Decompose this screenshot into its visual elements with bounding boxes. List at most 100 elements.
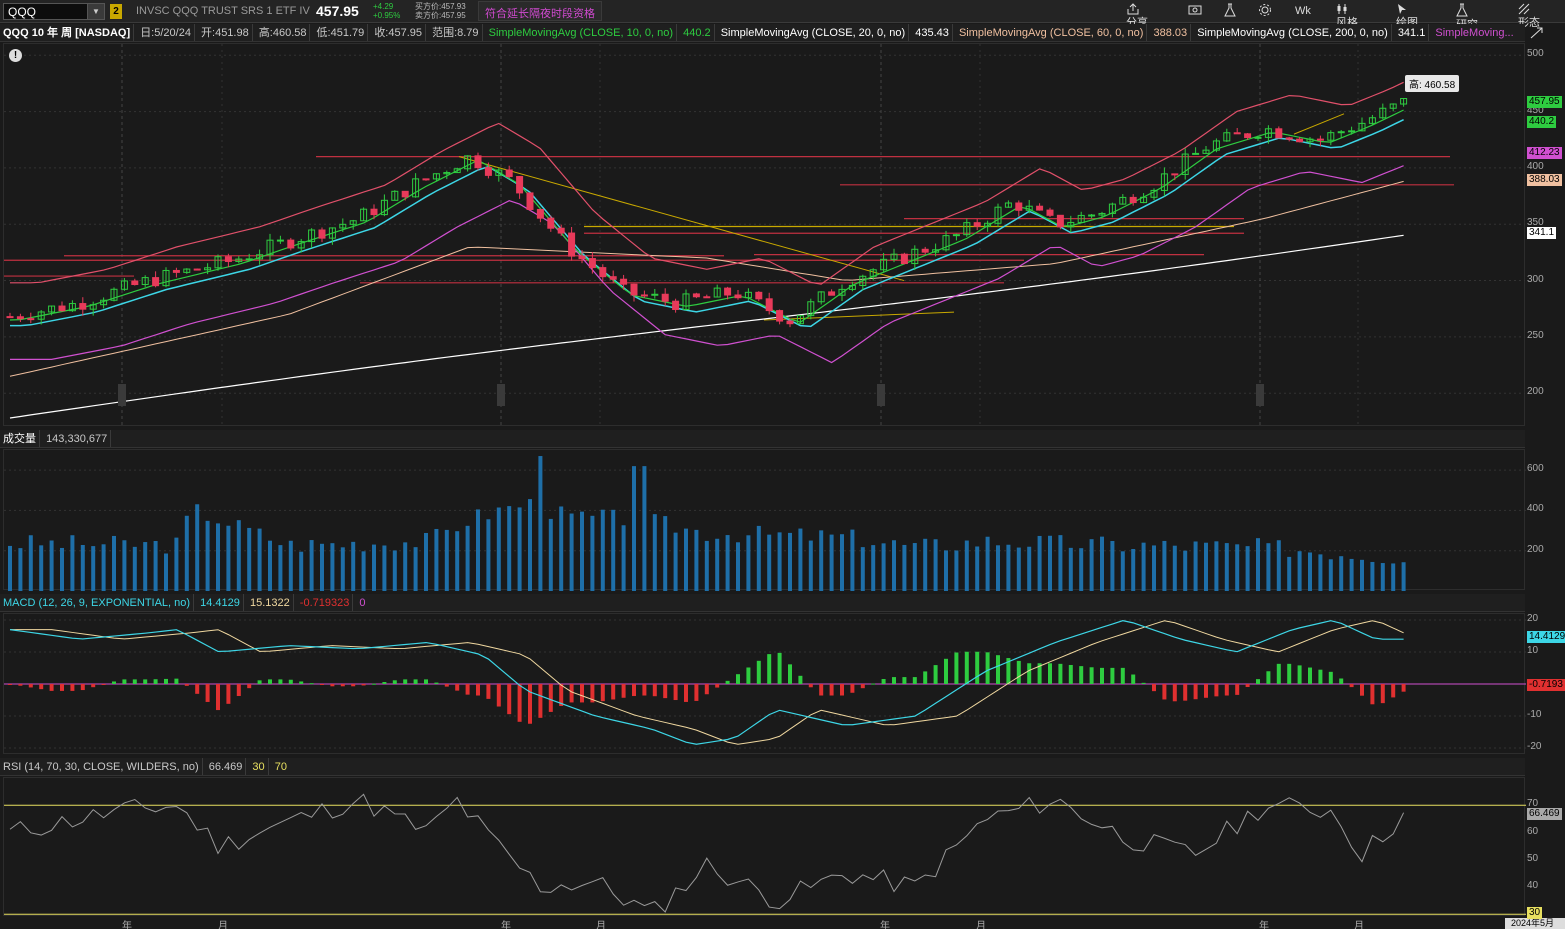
candle-body bbox=[1150, 189, 1158, 198]
macd-histogram-bar bbox=[1172, 684, 1177, 702]
candle-body bbox=[453, 168, 461, 174]
volume-bar bbox=[247, 527, 252, 591]
sma200-value: 341.1 bbox=[1395, 24, 1430, 41]
camera-icon bbox=[1188, 3, 1202, 15]
sma200-label[interactable]: SimpleMovingAvg (CLOSE, 200, 0, no) bbox=[1194, 24, 1392, 41]
macd-histogram-bar bbox=[122, 679, 127, 684]
volume-bar bbox=[18, 548, 23, 591]
volume-label[interactable]: 成交量 bbox=[0, 430, 40, 447]
macd-pane[interactable] bbox=[3, 613, 1526, 754]
candle-body bbox=[973, 222, 981, 227]
macd-histogram-bar bbox=[195, 684, 200, 694]
volume-bar bbox=[569, 513, 574, 591]
macd-histogram-bar bbox=[1068, 664, 1073, 684]
volume-bar bbox=[309, 540, 314, 591]
volume-bar bbox=[954, 550, 959, 591]
rsi-oversold: 30 bbox=[249, 758, 269, 775]
style-button[interactable]: 风格 bbox=[1336, 3, 1358, 29]
macd-histogram-bar bbox=[247, 684, 252, 689]
candle-body bbox=[1327, 132, 1335, 141]
candle-body bbox=[1171, 173, 1179, 176]
macd-histogram-bar bbox=[132, 679, 137, 684]
time-axis-partial-label: 2024年5月 bbox=[1505, 918, 1565, 929]
macd-histogram-bar bbox=[39, 684, 44, 690]
macd-axis-tick: 10 bbox=[1527, 645, 1539, 656]
candle-body bbox=[349, 220, 357, 225]
volume-bar bbox=[320, 543, 324, 591]
price-axis-tick: 300 bbox=[1527, 273, 1544, 285]
sma20-label[interactable]: SimpleMovingAvg (CLOSE, 20, 0, no) bbox=[718, 24, 910, 41]
price-axis-tick: 450 bbox=[1527, 104, 1544, 116]
time-axis[interactable] bbox=[0, 916, 1565, 929]
candle-body bbox=[526, 192, 534, 210]
patterns-button[interactable]: 形态 bbox=[1518, 3, 1540, 29]
volume-bar bbox=[881, 543, 886, 591]
candle-body bbox=[443, 172, 451, 175]
macd-label[interactable]: MACD (12, 26, 9, EXPONENTIAL, no) bbox=[0, 594, 195, 611]
volume-bar bbox=[80, 544, 85, 591]
macd-histogram-bar bbox=[1328, 671, 1333, 684]
volume-bar bbox=[153, 541, 158, 591]
candle-body bbox=[152, 277, 160, 287]
rsi-pane[interactable] bbox=[3, 777, 1526, 916]
candle-body bbox=[1181, 153, 1189, 175]
share-button[interactable]: 分享 bbox=[1126, 3, 1148, 29]
macd-panel-header: MACD (12, 26, 9, EXPONENTIAL, no) 14.412… bbox=[0, 594, 1525, 612]
chart-title[interactable]: QQQ 10 年 周 [NASDAQ] bbox=[0, 24, 135, 41]
sma10-label[interactable]: SimpleMovingAvg (CLOSE, 10, 0, no) bbox=[486, 24, 678, 41]
candle-body bbox=[412, 178, 420, 198]
macd-histogram-bar bbox=[1193, 684, 1198, 700]
rsi-label[interactable]: RSI (14, 70, 30, CLOSE, WILDERS, no) bbox=[0, 758, 203, 775]
price-pane[interactable]: ! 高: 460.58 bbox=[3, 43, 1526, 427]
candle-body bbox=[287, 239, 295, 249]
high-callout: 高: 460.58 bbox=[1405, 75, 1460, 92]
alert-icon[interactable]: ! bbox=[9, 49, 22, 62]
candle-body bbox=[1285, 137, 1293, 140]
volume-pane[interactable] bbox=[3, 449, 1526, 591]
candle-body bbox=[1223, 132, 1231, 142]
macd-histogram-bar bbox=[28, 684, 33, 688]
extended-hours-badge[interactable]: 符合延长隔夜时段资格 bbox=[478, 1, 602, 21]
studies-button[interactable]: 研究 bbox=[1456, 3, 1478, 31]
cursor-icon bbox=[1396, 3, 1418, 15]
snapshot-button[interactable] bbox=[1188, 3, 1202, 20]
volume-bar bbox=[1089, 539, 1094, 591]
volume-bar bbox=[840, 534, 844, 591]
price-panel-header: QQQ 10 年 周 [NASDAQ] 日:5/20/24 开:451.98 高… bbox=[0, 24, 1525, 42]
macd-histogram-bar bbox=[996, 655, 1000, 684]
volume-bar bbox=[788, 532, 792, 591]
more-studies-label[interactable]: SimpleMoving... bbox=[1435, 27, 1514, 39]
macd-histogram-bar bbox=[18, 684, 23, 686]
settings-button[interactable] bbox=[1258, 3, 1272, 20]
candles-icon bbox=[1336, 3, 1358, 15]
macd-histogram-bar bbox=[704, 684, 709, 695]
volume-bar bbox=[923, 538, 928, 591]
candle-body bbox=[994, 206, 1002, 224]
macd-histogram-bar bbox=[569, 684, 574, 703]
price-axis-tick: 350 bbox=[1527, 217, 1544, 229]
flask-button[interactable] bbox=[1224, 3, 1236, 20]
candle-body bbox=[620, 278, 628, 285]
candle-body bbox=[516, 176, 524, 194]
candle-body bbox=[1379, 107, 1387, 119]
candle-body bbox=[48, 305, 56, 313]
drawings-button[interactable]: 绘图 bbox=[1396, 3, 1418, 29]
macd-histogram-bar bbox=[673, 684, 678, 701]
volume-bar bbox=[808, 540, 813, 591]
macd-line bbox=[9, 620, 1404, 745]
symbol-dropdown-button[interactable]: ▼ bbox=[87, 3, 105, 20]
flask-icon bbox=[1224, 3, 1236, 17]
time-axis-label: 月 bbox=[596, 921, 606, 929]
candle-body bbox=[1275, 128, 1283, 139]
candle-body bbox=[16, 316, 24, 320]
macd-histogram-bar bbox=[361, 684, 366, 686]
expand-icon[interactable] bbox=[1530, 27, 1544, 39]
macd-histogram-bar bbox=[1245, 684, 1250, 688]
sma60-label[interactable]: SimpleMovingAvg (CLOSE, 60, 0, no) bbox=[956, 24, 1148, 41]
link-group-badge[interactable]: 2 bbox=[110, 4, 122, 19]
symbol-input[interactable]: QQQ bbox=[3, 3, 105, 20]
candle-body bbox=[276, 239, 284, 242]
volume-bar bbox=[1048, 535, 1052, 591]
period-button[interactable]: Wk bbox=[1295, 5, 1311, 17]
volume-bar bbox=[122, 540, 127, 591]
